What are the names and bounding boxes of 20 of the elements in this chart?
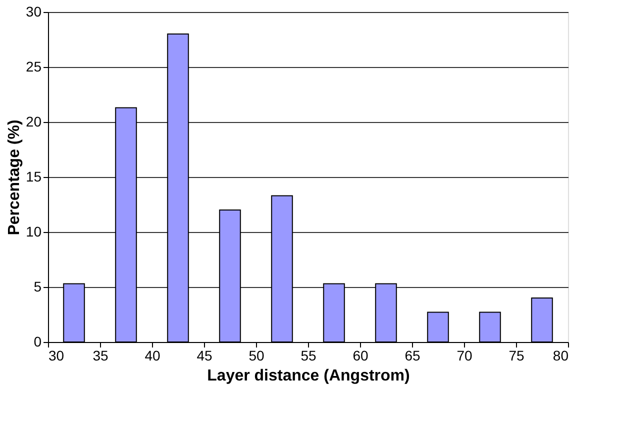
y-tick-label: 20 — [26, 114, 42, 130]
y-tick-label: 30 — [26, 4, 42, 20]
x-tick-label: 35 — [92, 348, 108, 364]
y-tick-label: 5 — [34, 278, 42, 294]
y-tick-label: 25 — [26, 58, 42, 74]
y-tick-label: 10 — [26, 224, 42, 240]
x-tick-label: 55 — [300, 348, 316, 364]
x-tick-label: 75 — [508, 348, 524, 364]
x-tick-label: 80 — [552, 348, 569, 364]
x-tick-label: 60 — [352, 348, 368, 364]
x-tick-label: 50 — [248, 348, 264, 364]
x-axis-title: Layer distance (Angstrom) — [207, 368, 410, 384]
y-axis-title: Percentage (%) — [6, 120, 23, 236]
x-tick-label: 30 — [48, 348, 64, 364]
x-tick-label: 45 — [196, 348, 212, 364]
x-tick-label: 65 — [404, 348, 420, 364]
y-tick-label: 0 — [34, 334, 42, 350]
y-tick-label: 15 — [26, 168, 42, 184]
x-tick-label: 70 — [456, 348, 472, 364]
x-tick-label: 40 — [144, 348, 160, 364]
